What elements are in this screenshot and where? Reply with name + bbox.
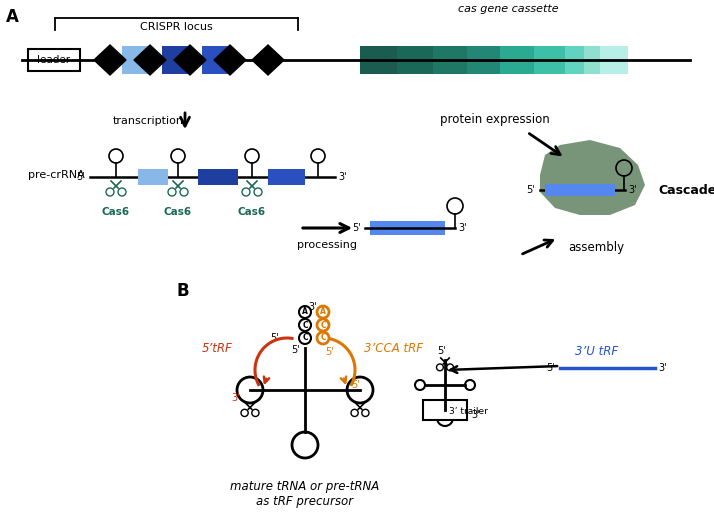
Bar [565, 46, 584, 74]
Polygon shape [94, 45, 126, 75]
Text: 3': 3' [471, 410, 480, 420]
Bar [500, 46, 534, 74]
Bar [534, 46, 565, 74]
Bar [360, 46, 397, 74]
Text: 3’U tRF: 3’U tRF [575, 345, 618, 358]
Text: A: A [6, 8, 19, 26]
Text: 5': 5' [526, 185, 535, 195]
Text: cas gene cassette: cas gene cassette [458, 4, 558, 14]
Bar [162, 46, 190, 74]
Text: 5': 5' [351, 380, 360, 390]
Text: transcription: transcription [113, 116, 183, 126]
Bar [198, 169, 238, 185]
Circle shape [317, 306, 329, 318]
Bar [467, 46, 500, 74]
Text: 5': 5' [438, 346, 446, 356]
Text: pre-crRNA: pre-crRNA [28, 170, 85, 180]
Text: assembly: assembly [568, 242, 624, 255]
Text: C: C [320, 321, 326, 329]
Text: 3': 3' [458, 223, 467, 233]
Text: 3': 3' [338, 172, 346, 182]
Circle shape [317, 332, 329, 344]
Text: 3': 3' [658, 363, 667, 373]
Text: A: A [320, 307, 326, 316]
Text: CRISPR locus: CRISPR locus [140, 22, 213, 32]
Polygon shape [134, 45, 166, 75]
Circle shape [299, 319, 311, 331]
Bar [545, 184, 615, 196]
Text: Cas6: Cas6 [238, 207, 266, 217]
Text: 3': 3' [628, 185, 637, 195]
Bar [202, 46, 230, 74]
Text: 3': 3' [231, 393, 240, 403]
Text: 5': 5' [76, 172, 85, 182]
FancyBboxPatch shape [423, 400, 467, 420]
Text: C: C [302, 334, 308, 342]
Bar [122, 46, 150, 74]
Circle shape [317, 319, 329, 331]
Bar [268, 169, 305, 185]
Text: 5': 5' [546, 363, 555, 373]
Text: B: B [177, 282, 190, 300]
Bar [138, 169, 168, 185]
Polygon shape [214, 45, 246, 75]
Text: processing: processing [297, 240, 357, 250]
Text: 3': 3' [308, 302, 316, 312]
Text: 3’CCA tRF: 3’CCA tRF [363, 341, 423, 354]
Bar [433, 46, 467, 74]
Text: C: C [302, 321, 308, 329]
Text: 5': 5' [325, 347, 333, 357]
Text: A: A [302, 307, 308, 316]
Bar [600, 46, 615, 74]
Polygon shape [174, 45, 206, 75]
Bar [615, 46, 628, 74]
FancyBboxPatch shape [28, 49, 80, 71]
Bar [370, 221, 445, 235]
Polygon shape [252, 45, 284, 75]
Polygon shape [540, 140, 645, 215]
Text: 5': 5' [271, 333, 279, 343]
Text: Cas6: Cas6 [164, 207, 192, 217]
Text: C: C [320, 334, 326, 342]
Text: mature tRNA or pre-tRNA
as tRF precursor: mature tRNA or pre-tRNA as tRF precursor [231, 480, 380, 508]
Text: 5': 5' [291, 345, 300, 355]
Text: 5’tRF: 5’tRF [201, 341, 232, 354]
Text: Cas6: Cas6 [102, 207, 130, 217]
Text: 5': 5' [352, 223, 361, 233]
Bar [397, 46, 433, 74]
Text: Cascade: Cascade [658, 184, 714, 196]
Circle shape [299, 306, 311, 318]
Bar [584, 46, 600, 74]
Circle shape [299, 332, 311, 344]
Text: leader: leader [37, 55, 71, 65]
Text: protein expression: protein expression [440, 113, 550, 126]
Text: 3’ trailer: 3’ trailer [449, 408, 488, 417]
